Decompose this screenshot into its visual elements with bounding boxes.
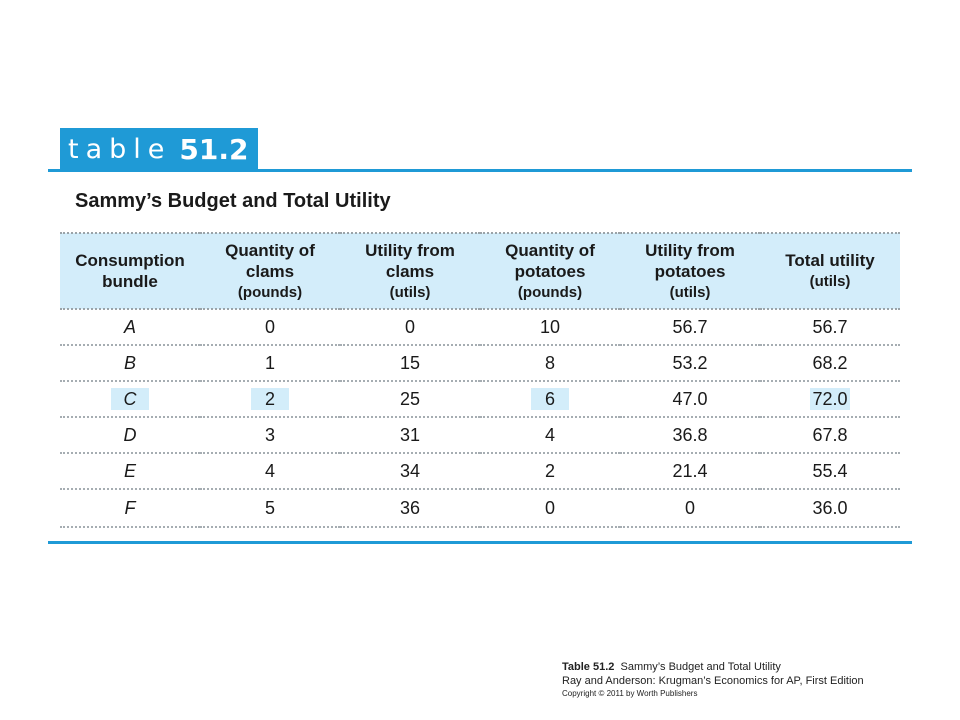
caption: Table 51.2 Sammy’s Budget and Total Util… xyxy=(562,660,864,700)
table-row: B 1 15 8 53.2 68.2 xyxy=(60,345,900,382)
header-total-utility: Total utility (utils) xyxy=(760,232,900,310)
value-cell: 31 xyxy=(340,417,480,454)
cell-text: 15 xyxy=(399,352,421,373)
cell-text: 36.0 xyxy=(812,497,848,518)
bundle-cell: F xyxy=(60,489,200,528)
value-cell: 47.0 xyxy=(620,381,760,418)
cell-text: 56.7 xyxy=(672,316,708,337)
value-cell: 0 xyxy=(200,309,340,346)
header-consumption-bundle: Consumption bundle xyxy=(60,232,200,310)
cell-text: 72.0 xyxy=(810,388,850,410)
value-cell: 10 xyxy=(480,309,620,346)
cell-text: 0 xyxy=(264,316,275,337)
cell-text: 0 xyxy=(544,497,555,518)
cell-text: 53.2 xyxy=(672,352,708,373)
value-cell: 4 xyxy=(200,453,340,490)
value-cell: 2 xyxy=(480,453,620,490)
value-cell: 0 xyxy=(480,489,620,528)
cell-text: 31 xyxy=(399,424,421,445)
header-quantity-potatoes: Quantity of potatoes (pounds) xyxy=(480,232,620,310)
cell-text: 4 xyxy=(544,424,555,445)
value-cell: 25 xyxy=(340,381,480,418)
value-cell: 56.7 xyxy=(760,309,900,346)
table-body: A 0 0 10 56.7 56.7 B 1 15 8 53.2 68.2 C 2 25 6 47.0 72.0 D… xyxy=(60,309,900,528)
cell-text: 21.4 xyxy=(672,460,708,481)
cell-text: 2 xyxy=(251,388,289,410)
value-cell: 56.7 xyxy=(620,309,760,346)
value-cell: 36 xyxy=(340,489,480,528)
header-utility-clams: Utility from clams (utils) xyxy=(340,232,480,310)
bottom-rule xyxy=(48,541,912,544)
cell-text: 25 xyxy=(399,388,421,409)
cell-text: 47.0 xyxy=(672,388,708,409)
table-row: E 4 34 2 21.4 55.4 xyxy=(60,453,900,490)
value-cell: 0 xyxy=(340,309,480,346)
cell-text: 3 xyxy=(264,424,275,445)
cell-text: 1 xyxy=(264,352,275,373)
cell-text: 55.4 xyxy=(812,460,848,481)
cell-text: 2 xyxy=(544,460,555,481)
value-cell: 0 xyxy=(620,489,760,528)
table-word: table xyxy=(68,133,172,165)
value-cell: 68.2 xyxy=(760,345,900,382)
cell-text: 36 xyxy=(399,497,421,518)
cell-text: 0 xyxy=(684,497,695,518)
bundle-cell: D xyxy=(60,417,200,454)
cell-text: 5 xyxy=(264,497,275,518)
caption-source: Ray and Anderson: Krugman’s Economics fo… xyxy=(562,675,864,687)
cell-text: 56.7 xyxy=(812,316,848,337)
value-cell: 72.0 xyxy=(760,381,900,418)
table-title: Sammy’s Budget and Total Utility xyxy=(75,190,391,212)
cell-text: B xyxy=(123,352,136,373)
value-cell: 6 xyxy=(480,381,620,418)
value-cell: 21.4 xyxy=(620,453,760,490)
value-cell: 4 xyxy=(480,417,620,454)
cell-text: 67.8 xyxy=(812,424,848,445)
cell-text: E xyxy=(123,460,136,481)
caption-copyright: Copyright © 2011 by Worth Publishers xyxy=(562,689,698,698)
value-cell: 36.0 xyxy=(760,489,900,528)
value-cell: 3 xyxy=(200,417,340,454)
value-cell: 1 xyxy=(200,345,340,382)
value-cell: 8 xyxy=(480,345,620,382)
table-number-banner: table 51.2 xyxy=(60,128,258,170)
value-cell: 67.8 xyxy=(760,417,900,454)
value-cell: 53.2 xyxy=(620,345,760,382)
cell-text: 34 xyxy=(399,460,421,481)
bundle-cell: A xyxy=(60,309,200,346)
table-row: C 2 25 6 47.0 72.0 xyxy=(60,381,900,418)
value-cell: 2 xyxy=(200,381,340,418)
value-cell: 36.8 xyxy=(620,417,760,454)
bundle-cell: E xyxy=(60,453,200,490)
value-cell: 34 xyxy=(340,453,480,490)
table-row: A 0 0 10 56.7 56.7 xyxy=(60,309,900,346)
cell-text: 10 xyxy=(539,316,561,337)
header-utility-potatoes: Utility from potatoes (utils) xyxy=(620,232,760,310)
bundle-cell: C xyxy=(60,381,200,418)
cell-text: F xyxy=(124,497,136,518)
caption-label: Table 51.2 xyxy=(562,661,615,673)
bundle-cell: B xyxy=(60,345,200,382)
table-row: D 3 31 4 36.8 67.8 xyxy=(60,417,900,454)
cell-text: C xyxy=(111,388,149,410)
cell-text: 8 xyxy=(544,352,555,373)
table-row: F 5 36 0 0 36.0 xyxy=(60,489,900,528)
header-quantity-clams: Quantity of clams (pounds) xyxy=(200,232,340,310)
caption-title-line: Table 51.2 Sammy’s Budget and Total Util… xyxy=(562,660,864,674)
value-cell: 55.4 xyxy=(760,453,900,490)
value-cell: 5 xyxy=(200,489,340,528)
cell-text: D xyxy=(123,424,137,445)
cell-text: 36.8 xyxy=(672,424,708,445)
header-row: Consumption bundle Quantity of clams (pou… xyxy=(60,232,900,310)
top-rule xyxy=(48,169,912,172)
cell-text: 6 xyxy=(531,388,569,410)
caption-text: Sammy’s Budget and Total Utility xyxy=(620,661,781,673)
utility-table: Consumption bundle Quantity of clams (pou… xyxy=(60,232,900,528)
value-cell: 15 xyxy=(340,345,480,382)
cell-text: A xyxy=(123,316,136,337)
cell-text: 4 xyxy=(264,460,275,481)
cell-text: 68.2 xyxy=(812,352,848,373)
cell-text: 0 xyxy=(404,316,415,337)
table-number: 51.2 xyxy=(179,132,249,166)
